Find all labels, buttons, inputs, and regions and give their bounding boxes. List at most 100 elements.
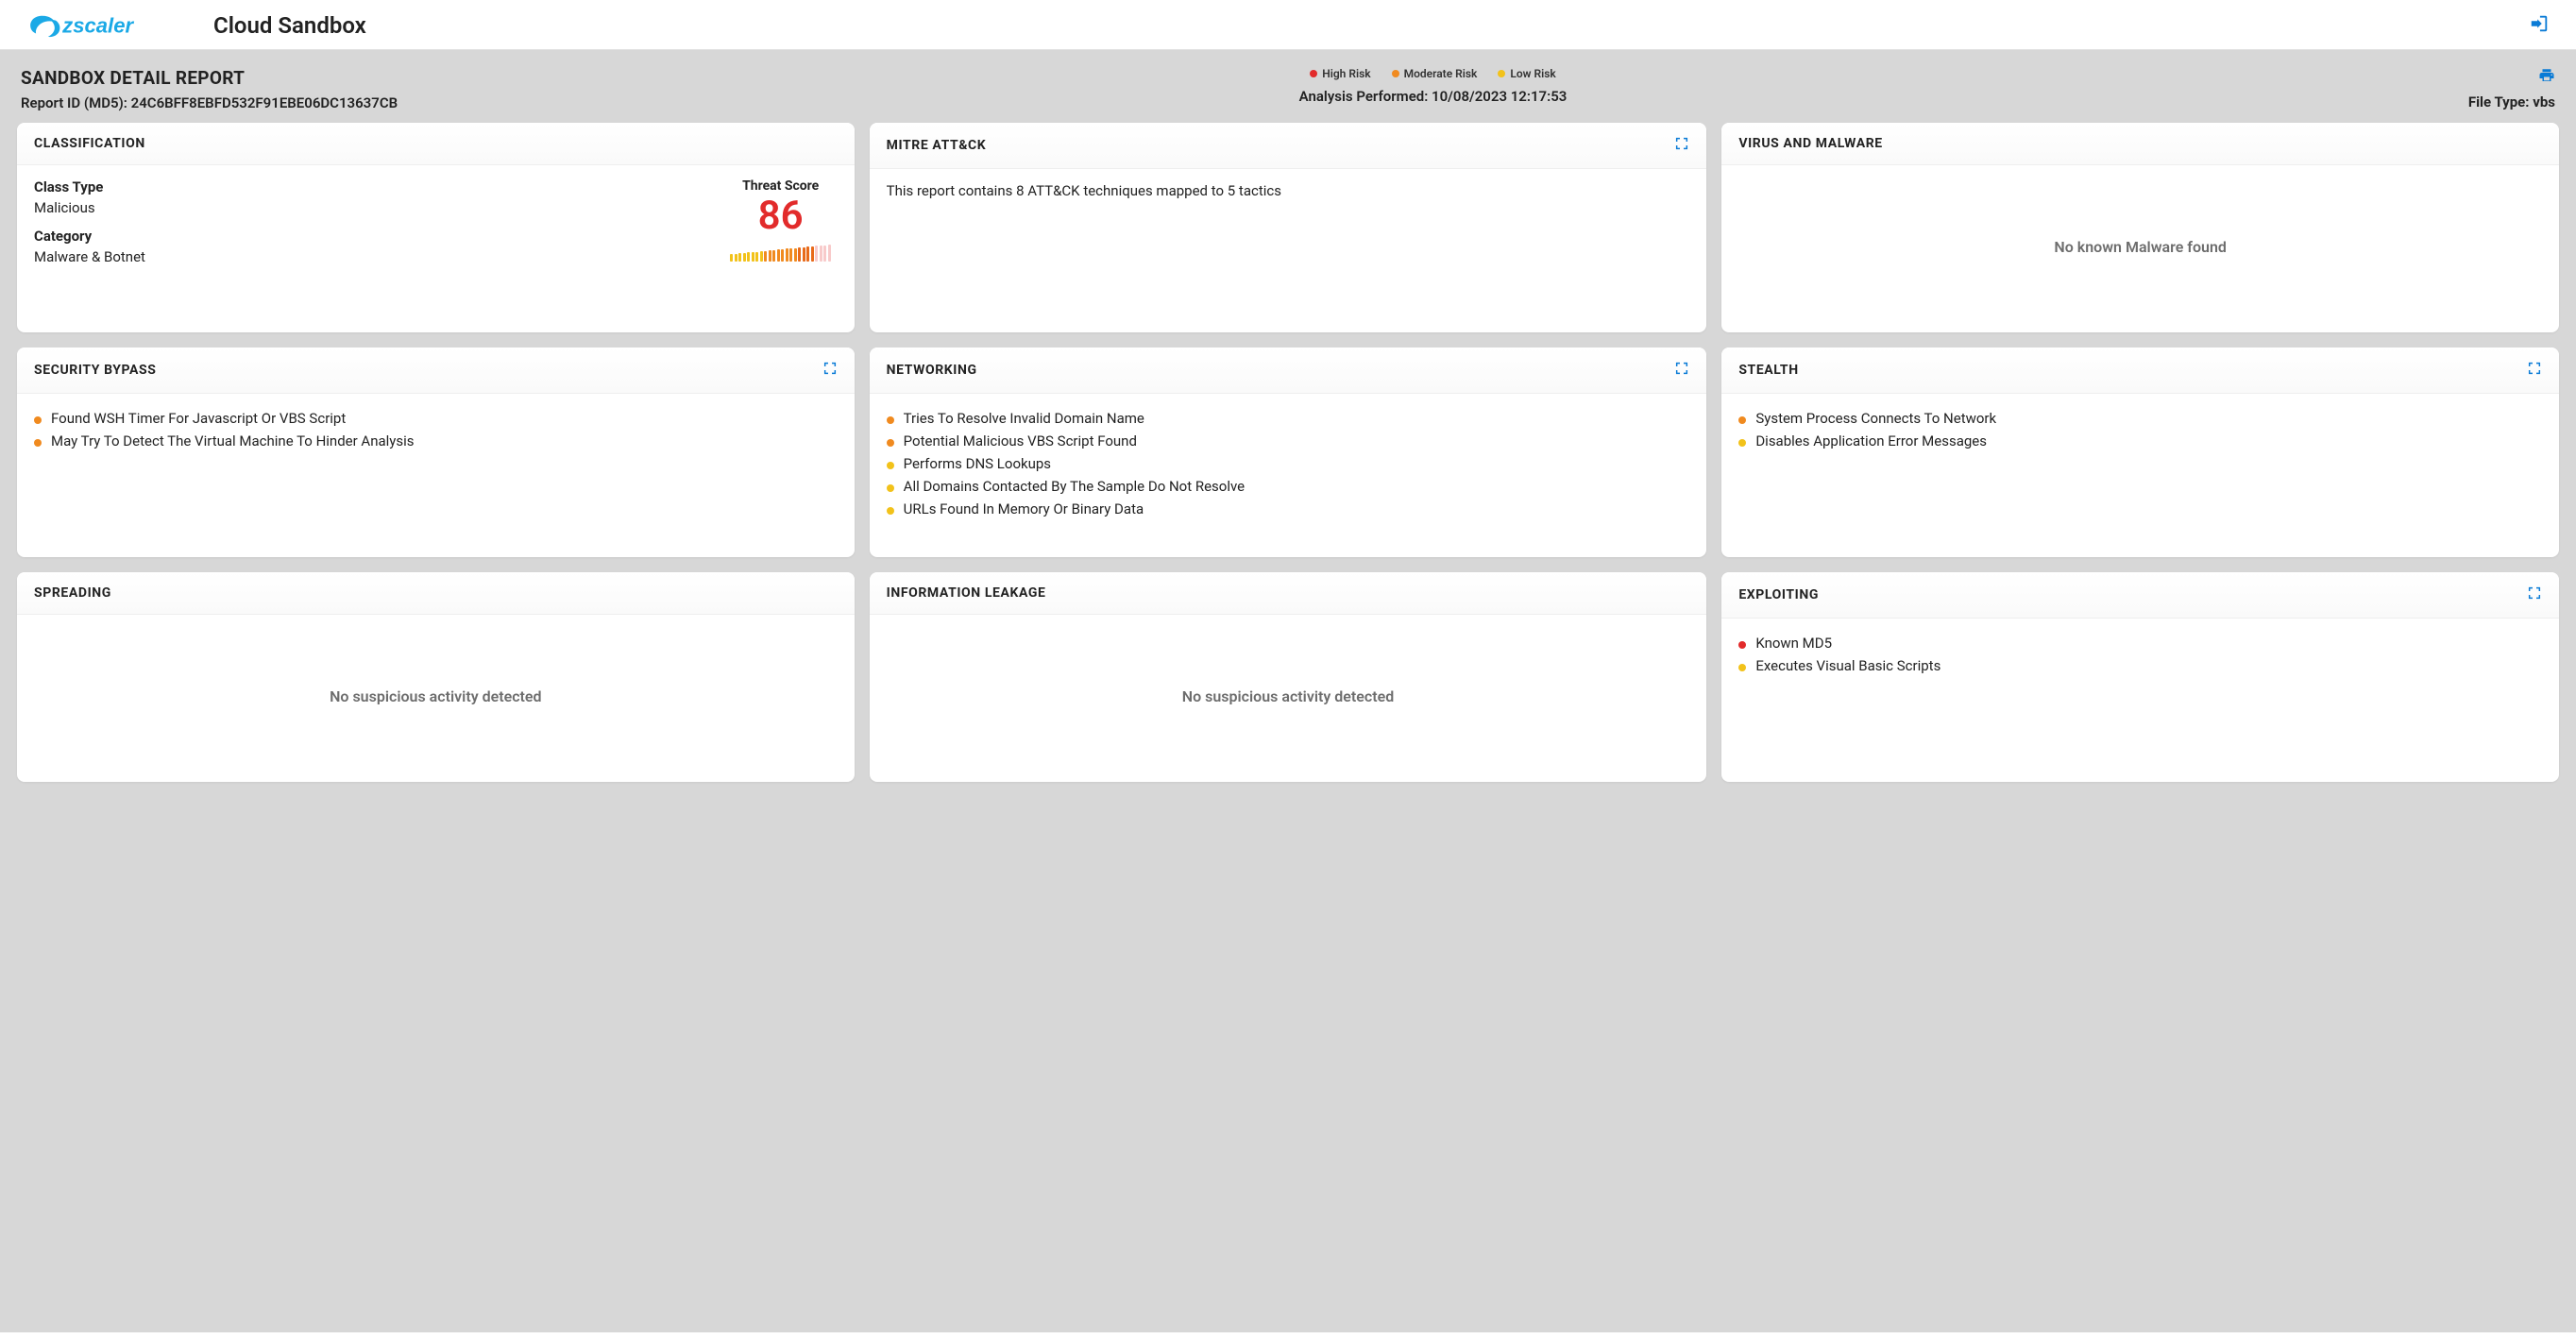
card-header-stealth: STEALTH <box>1721 347 2559 394</box>
card-exploiting: EXPLOITING Known MD5 Executes Visual Basi… <box>1721 572 2559 782</box>
gauge-bar <box>760 251 763 262</box>
gauge-bar <box>755 252 758 263</box>
list-item-text: Performs DNS Lookups <box>904 455 1051 472</box>
card-body-security-bypass: Found WSH Timer For Javascript Or VBS Sc… <box>17 394 855 557</box>
gauge-bar <box>747 252 750 262</box>
gauge-bar <box>820 246 822 262</box>
list-item: May Try To Detect The Virtual Machine To… <box>34 430 838 452</box>
card-body-information-leakage: No suspicious activity detected <box>870 615 1707 782</box>
filetype-label: File Type: <box>2468 93 2533 110</box>
expand-icon[interactable] <box>1674 136 1689 155</box>
gauge-bar <box>769 250 771 262</box>
expand-icon[interactable] <box>2527 585 2542 604</box>
list-item-text: Found WSH Timer For Javascript Or VBS Sc… <box>51 410 346 427</box>
page-title: SANDBOX DETAIL REPORT <box>21 67 398 89</box>
gauge-bar <box>735 254 737 262</box>
list-item: Disables Application Error Messages <box>1738 430 2542 452</box>
gauge-bar <box>798 247 801 262</box>
card-header-mitre: MITRE ATT&CK <box>870 123 1707 169</box>
svg-text:zscaler: zscaler <box>61 14 134 38</box>
card-title: SPREADING <box>34 585 111 601</box>
meta-right: File Type: vbs <box>2468 67 2555 110</box>
card-header-classification: CLASSIFICATION <box>17 123 855 165</box>
card-header-networking: NETWORKING <box>870 347 1707 394</box>
card-header-spreading: SPREADING <box>17 572 855 615</box>
risk-dot-icon <box>1738 641 1746 649</box>
card-body-stealth: System Process Connects To Network Disabl… <box>1721 394 2559 557</box>
threat-score-block: Threat Score 86 <box>724 178 838 315</box>
gauge-bar <box>743 253 746 262</box>
print-icon[interactable] <box>2538 67 2555 88</box>
meta-left: SANDBOX DETAIL REPORT Report ID (MD5): 2… <box>21 67 398 111</box>
list-item: Known MD5 <box>1738 632 2542 654</box>
card-title: EXPLOITING <box>1738 587 1819 602</box>
list-item: All Domains Contacted By The Sample Do N… <box>887 475 1690 498</box>
empty-text: No known Malware found <box>2054 238 2226 256</box>
category-value: Malware & Botnet <box>34 248 145 265</box>
card-title: NETWORKING <box>887 363 977 378</box>
gauge-bar <box>786 248 788 262</box>
expand-icon[interactable] <box>2527 361 2542 380</box>
card-stealth: STEALTH System Process Connects To Netwo… <box>1721 347 2559 557</box>
list-item: Found WSH Timer For Javascript Or VBS Sc… <box>34 407 838 430</box>
list-item: URLs Found In Memory Or Binary Data <box>887 498 1690 520</box>
gauge-bar <box>764 251 767 262</box>
risk-dot-icon <box>1738 439 1746 447</box>
gauge-bar <box>730 254 733 262</box>
risk-dot-icon <box>887 439 894 447</box>
classification-details: Class Type Malicious Category Malware & … <box>34 178 145 315</box>
card-header-exploiting: EXPLOITING <box>1721 572 2559 619</box>
card-grid: CLASSIFICATION Class Type Malicious Cate… <box>17 123 2559 782</box>
gauge-bar <box>781 249 784 262</box>
card-header-security-bypass: SECURITY BYPASS <box>17 347 855 394</box>
list-item-text: Executes Visual Basic Scripts <box>1755 657 1940 674</box>
list-item-text: Tries To Resolve Invalid Domain Name <box>904 410 1144 427</box>
report-id-line: Report ID (MD5): 24C6BFF8EBFD532F91EBE06… <box>21 94 398 111</box>
threat-score-value: 86 <box>724 195 838 237</box>
empty-text: No suspicious activity detected <box>1182 687 1394 705</box>
card-body-mitre: This report contains 8 ATT&CK techniques… <box>870 169 1707 332</box>
report-id-label: Report ID (MD5): <box>21 94 131 111</box>
risk-dot-icon <box>887 484 894 492</box>
brand-block: zscaler Cloud Sandbox <box>26 9 366 42</box>
list-security-bypass: Found WSH Timer For Javascript Or VBS Sc… <box>34 407 838 452</box>
risk-dot-icon <box>1738 416 1746 424</box>
card-title: INFORMATION LEAKAGE <box>887 585 1046 601</box>
list-item: Potential Malicious VBS Script Found <box>887 430 1690 452</box>
gauge-bar <box>803 247 805 262</box>
list-item: System Process Connects To Network <box>1738 407 2542 430</box>
gauge-bar <box>794 248 797 263</box>
list-item-text: Potential Malicious VBS Script Found <box>904 432 1137 449</box>
meta-center: High Risk Moderate Risk Low Risk Analysi… <box>1299 67 1568 105</box>
category-label: Category <box>34 228 145 245</box>
card-mitre: MITRE ATT&CK This report contains 8 ATT&… <box>870 123 1707 332</box>
legend-high: High Risk <box>1310 67 1370 80</box>
card-title: STEALTH <box>1738 363 1798 378</box>
class-type-value: Malicious <box>34 199 145 216</box>
list-item: Performs DNS Lookups <box>887 452 1690 475</box>
expand-icon[interactable] <box>822 361 838 380</box>
risk-legend: High Risk Moderate Risk Low Risk <box>1299 67 1568 80</box>
risk-dot-icon <box>1738 664 1746 671</box>
gauge-bar <box>823 246 826 263</box>
legend-low: Low Risk <box>1498 67 1555 80</box>
mitre-summary: This report contains 8 ATT&CK techniques… <box>887 182 1690 199</box>
gauge-bar <box>815 246 818 262</box>
card-header-virus: VIRUS AND MALWARE <box>1721 123 2559 165</box>
legend-moderate-label: Moderate Risk <box>1404 67 1478 80</box>
logout-icon[interactable] <box>2529 13 2550 38</box>
dot-low-icon <box>1498 70 1505 77</box>
card-body-networking: Tries To Resolve Invalid Domain Name Pote… <box>870 394 1707 557</box>
list-item-text: System Process Connects To Network <box>1755 410 1996 427</box>
report-id-value: 24C6BFF8EBFD532F91EBE06DC13637CB <box>131 94 398 111</box>
gauge-bar <box>811 246 814 262</box>
gauge-bar <box>777 249 780 262</box>
filetype-value: vbs <box>2533 93 2555 110</box>
list-item: Tries To Resolve Invalid Domain Name <box>887 407 1690 430</box>
empty-text: No suspicious activity detected <box>330 687 541 705</box>
expand-icon[interactable] <box>1674 361 1689 380</box>
gauge-bar <box>806 246 809 262</box>
dot-moderate-icon <box>1392 70 1399 77</box>
card-networking: NETWORKING Tries To Resolve Invalid Doma… <box>870 347 1707 557</box>
card-spreading: SPREADING No suspicious activity detecte… <box>17 572 855 782</box>
